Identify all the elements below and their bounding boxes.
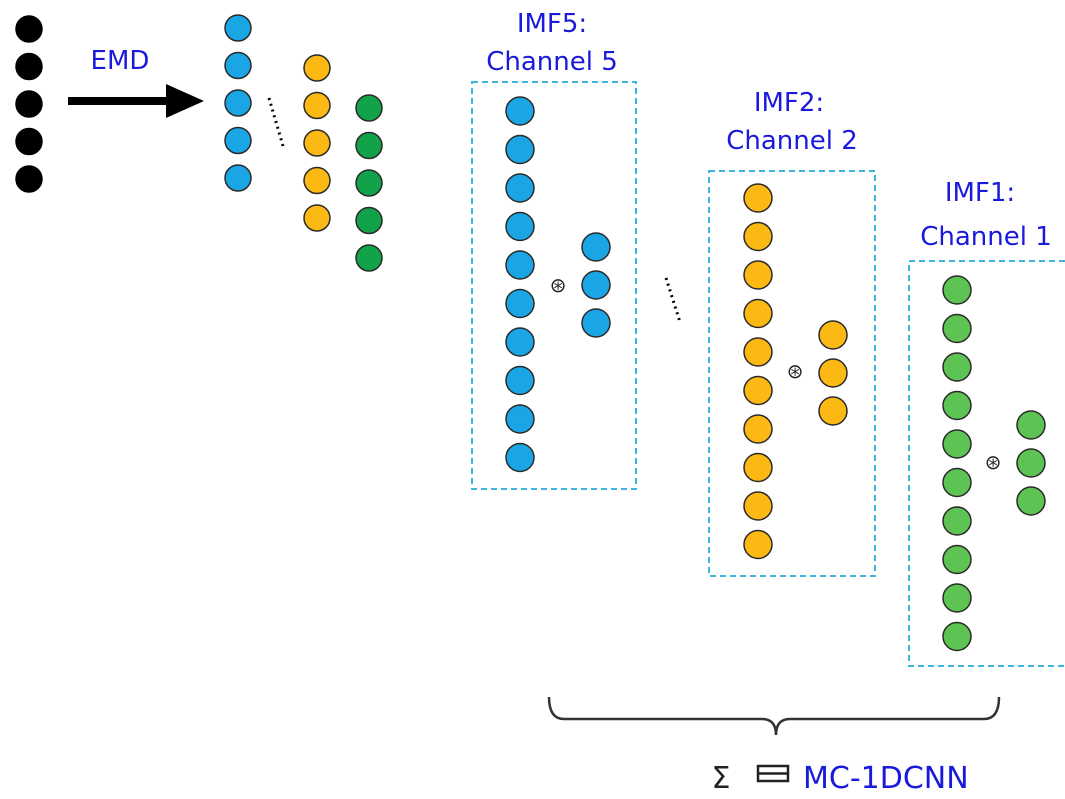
node xyxy=(942,583,972,613)
channel1-convolution-symbol: ⊛ xyxy=(985,450,1002,474)
node xyxy=(303,166,331,195)
imf5-title: IMF5: xyxy=(517,9,587,39)
node xyxy=(942,621,972,652)
grouping-brace xyxy=(547,696,1001,736)
node xyxy=(505,288,535,319)
result-label: MC-1DCNN xyxy=(803,761,969,796)
node xyxy=(1016,486,1046,516)
channel1-box xyxy=(908,260,1065,667)
channel1-signal-nodes xyxy=(942,275,972,652)
node xyxy=(743,260,773,290)
node xyxy=(355,131,383,160)
node xyxy=(15,127,43,156)
node xyxy=(743,183,773,213)
emd-label: EMD xyxy=(91,46,150,76)
emd-arrow xyxy=(68,84,204,118)
node xyxy=(505,442,535,473)
channel5-title: Channel 5 xyxy=(486,47,618,77)
channel2-title: Channel 2 xyxy=(726,126,858,156)
imf2-title: IMF2: xyxy=(754,88,824,118)
node xyxy=(505,404,535,434)
node xyxy=(224,164,252,192)
node xyxy=(942,275,972,305)
imf2-decomposed-nodes xyxy=(303,54,331,232)
input-signal-nodes xyxy=(15,15,43,193)
node xyxy=(224,51,252,80)
ellipsis-dots xyxy=(267,97,285,147)
node xyxy=(743,298,773,329)
channel2-signal-nodes xyxy=(743,183,773,560)
imf1-title: IMF1: xyxy=(945,178,1015,208)
node xyxy=(355,206,383,235)
channel5-convolution-symbol: ⊛ xyxy=(550,273,567,297)
node xyxy=(355,94,383,122)
sum-symbol: Σ xyxy=(712,761,731,796)
channel5-box xyxy=(471,81,637,490)
channel1-kernel-nodes xyxy=(1016,410,1046,516)
node xyxy=(505,96,535,126)
node xyxy=(15,15,43,43)
node xyxy=(942,352,972,382)
node xyxy=(224,126,252,155)
node xyxy=(505,327,535,357)
channel1-title: Channel 1 xyxy=(920,222,1052,252)
node xyxy=(1016,448,1046,478)
node xyxy=(505,173,535,203)
node xyxy=(743,221,773,252)
node xyxy=(743,491,773,521)
node xyxy=(505,250,535,280)
node xyxy=(942,467,972,498)
imf5-decomposed-nodes xyxy=(224,14,252,192)
node xyxy=(581,232,611,262)
node xyxy=(818,320,848,350)
node xyxy=(743,414,773,444)
channel2-kernel-nodes xyxy=(818,320,848,426)
node xyxy=(743,529,773,560)
node xyxy=(942,313,972,344)
node xyxy=(505,365,535,396)
node xyxy=(743,337,773,367)
node xyxy=(15,90,43,118)
node xyxy=(942,544,972,575)
node xyxy=(355,169,383,197)
node xyxy=(942,429,972,459)
node xyxy=(942,390,972,421)
node xyxy=(818,396,848,426)
node xyxy=(303,204,331,232)
node xyxy=(303,54,331,82)
node xyxy=(303,91,331,120)
node xyxy=(303,129,331,157)
channel5-signal-nodes xyxy=(505,96,535,473)
node xyxy=(505,134,535,165)
channel2-convolution-symbol: ⊛ xyxy=(787,359,804,383)
node xyxy=(581,308,611,338)
node xyxy=(224,14,252,42)
node xyxy=(1016,410,1046,440)
channel-ellipsis-dots xyxy=(664,277,682,323)
node xyxy=(15,52,43,81)
channel2-box xyxy=(708,170,876,577)
equivalence-symbol xyxy=(756,764,790,783)
node xyxy=(505,211,535,242)
channel5-kernel-nodes xyxy=(581,232,611,338)
node xyxy=(818,358,848,388)
node xyxy=(743,375,773,406)
node xyxy=(15,165,43,193)
node xyxy=(581,270,611,300)
node xyxy=(224,89,252,117)
node xyxy=(942,506,972,536)
imf1-decomposed-nodes xyxy=(355,94,383,272)
node xyxy=(355,244,383,272)
node xyxy=(743,452,773,483)
